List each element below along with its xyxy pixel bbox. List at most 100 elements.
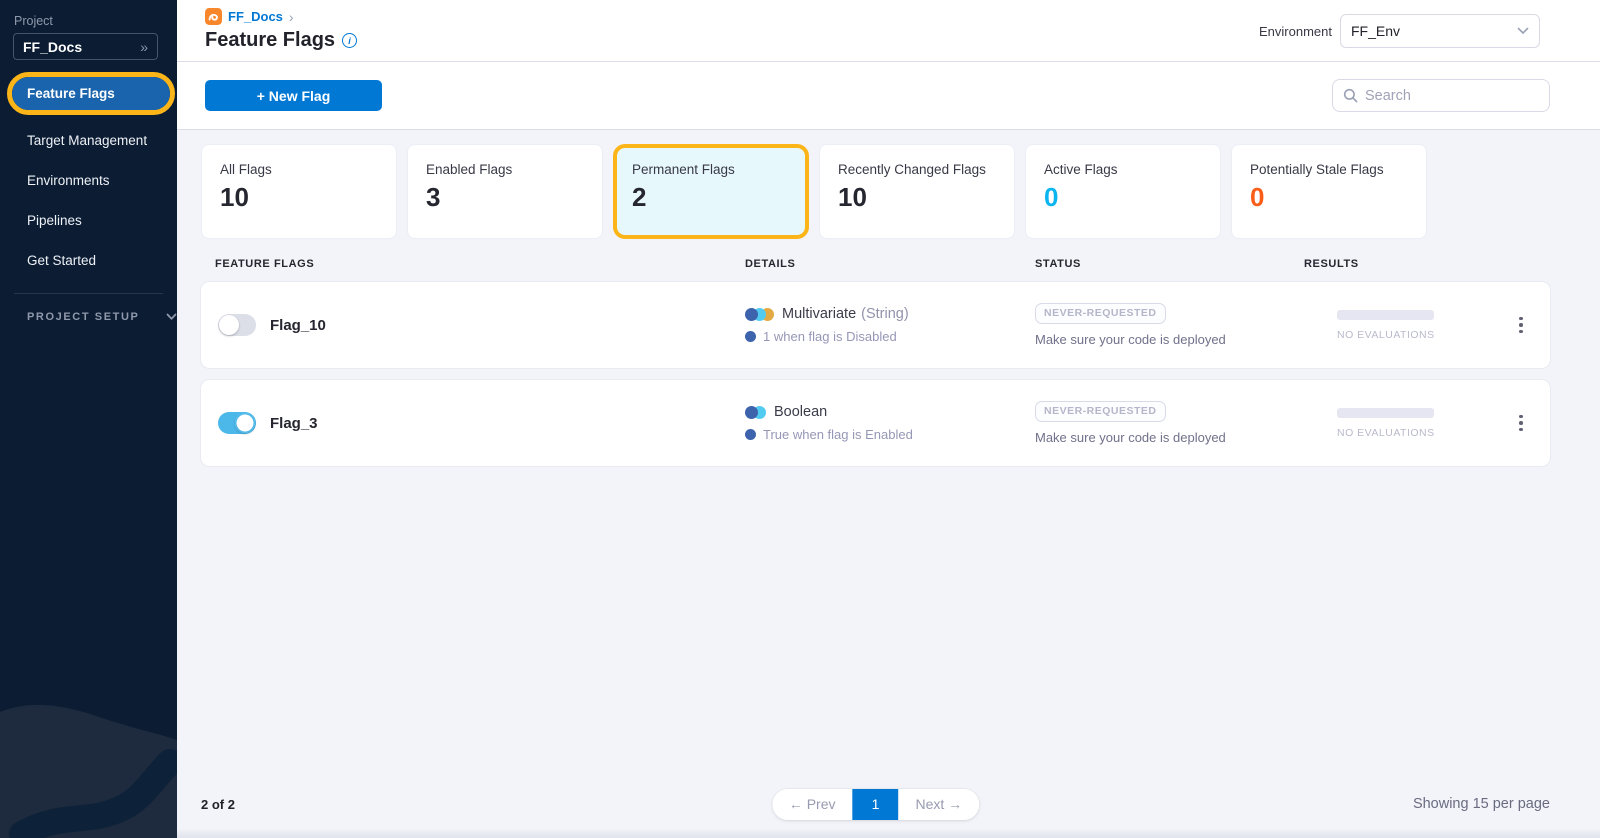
sidebar-item-pipelines[interactable]: Pipelines [0, 200, 177, 240]
title-row: Feature Flags i [205, 29, 1576, 52]
table-header: FEATURE FLAGS DETAILS STATUS RESULTS [201, 258, 1550, 270]
search-input[interactable] [1365, 87, 1539, 104]
stat-value: 0 [1044, 182, 1059, 212]
sidebar-item-label: Pipelines [27, 212, 82, 228]
stat-card-all-flags[interactable]: All Flags 10 [201, 144, 397, 239]
sidebar-item-label: Environments [27, 172, 110, 188]
feature-flags-logo-icon [205, 8, 222, 25]
breadcrumb: FF_Docs › [205, 8, 1576, 25]
double-chevron-right-icon: » [140, 38, 148, 55]
column-header-feature-flags: FEATURE FLAGS [215, 258, 315, 270]
status-badge: NEVER-REQUESTED [1035, 401, 1166, 422]
table-footer: 2 of 2 ← Prev 1 Next → Showing 15 per pa… [201, 788, 1550, 820]
stat-card-recently-changed-flags[interactable]: Recently Changed Flags 10 [819, 144, 1015, 239]
multivariate-icon [745, 307, 774, 321]
stat-card-enabled-flags[interactable]: Enabled Flags 3 [407, 144, 603, 239]
sidebar-item-target-management[interactable]: Target Management [0, 120, 177, 160]
row-menu-kebab-icon[interactable] [1512, 313, 1530, 337]
chevron-down-icon [1517, 27, 1529, 34]
variation-text: True when flag is Enabled [763, 427, 913, 442]
stat-value: 3 [426, 182, 441, 212]
table-row[interactable]: Flag_10 Multivariate (String) 1 when fla… [201, 282, 1550, 368]
stat-value: 10 [220, 182, 249, 212]
sidebar-item-label: Get Started [27, 252, 97, 268]
details-cell: Boolean True when flag is Enabled [745, 404, 1035, 442]
column-header-details: DETAILS [745, 258, 796, 270]
flag-name[interactable]: Flag_3 [270, 414, 318, 432]
stat-label: Enabled Flags [426, 162, 513, 177]
sidebar-item-environments[interactable]: Environments [0, 160, 177, 200]
project-label: Project [14, 14, 53, 28]
evaluations-bar [1337, 407, 1434, 418]
evaluations-text: NO EVALUATIONS [1337, 328, 1435, 341]
search-box[interactable] [1332, 79, 1550, 112]
chevron-right-icon: › [288, 8, 294, 25]
flag-toggle[interactable] [218, 412, 256, 434]
stat-label: Active Flags [1044, 162, 1118, 177]
flag-name[interactable]: Flag_10 [270, 316, 326, 334]
status-text: Make sure your code is deployed [1035, 332, 1226, 347]
results-cell: NO EVALUATIONS [1304, 407, 1490, 439]
project-selector[interactable]: FF_Docs » [13, 33, 158, 60]
flag-type-line: Multivariate (String) [745, 306, 1035, 322]
section-label: PROJECT SETUP [27, 311, 140, 323]
stat-card-potentially-stale-flags[interactable]: Potentially Stale Flags 0 [1231, 144, 1427, 239]
environment-block: Environment FF_Env [1259, 14, 1540, 48]
info-icon[interactable]: i [342, 33, 358, 48]
stat-label: Permanent Flags [632, 162, 735, 177]
flag-type-suffix: (String) [861, 306, 909, 322]
row-count: 2 of 2 [201, 796, 235, 812]
environment-label: Environment [1259, 23, 1332, 39]
sidebar-section-project-setup[interactable]: PROJECT SETUP [0, 311, 177, 323]
status-cell: NEVER-REQUESTED Make sure your code is d… [1035, 401, 1304, 445]
row-menu-kebab-icon[interactable] [1512, 411, 1530, 435]
evaluations-text: NO EVALUATIONS [1337, 426, 1435, 439]
pagination: ← Prev 1 Next → [771, 788, 980, 820]
flag-type: Multivariate [782, 306, 857, 322]
chevron-down-icon [166, 313, 176, 320]
stat-label: Recently Changed Flags [838, 162, 986, 177]
variation-text: 1 when flag is Disabled [763, 329, 897, 344]
sidebar-item-get-started[interactable]: Get Started [0, 240, 177, 280]
column-header-results: RESULTS [1304, 258, 1359, 270]
evaluations-bar [1337, 309, 1434, 320]
stat-card-permanent-flags[interactable]: Permanent Flags 2 [613, 144, 809, 239]
search-icon [1343, 88, 1358, 103]
stat-label: Potentially Stale Flags [1250, 162, 1384, 177]
page-number-button[interactable]: 1 [852, 788, 899, 820]
flag-cell: Flag_3 [201, 412, 745, 434]
new-flag-button[interactable]: + New Flag [205, 80, 382, 111]
sidebar-item-label: Target Management [27, 132, 148, 148]
next-page-button[interactable]: Next → [898, 788, 980, 820]
sidebar-divider [14, 293, 163, 294]
stat-value: 10 [838, 182, 867, 212]
prev-page-button[interactable]: ← Prev [771, 788, 853, 820]
sidebar-decoration [0, 704, 177, 838]
status-text: Make sure your code is deployed [1035, 430, 1226, 445]
environment-select[interactable]: FF_Env [1340, 14, 1540, 48]
variation-line: True when flag is Enabled [745, 427, 1035, 442]
sidebar-item-feature-flags[interactable]: Feature Flags [12, 77, 170, 110]
flag-type: Boolean [774, 404, 828, 420]
flag-type-line: Boolean [745, 404, 1035, 420]
breadcrumb-project-link[interactable]: FF_Docs [228, 9, 283, 24]
page-header: FF_Docs › Feature Flags i Environment FF… [177, 0, 1600, 62]
boolean-icon [745, 405, 766, 419]
details-cell: Multivariate (String) 1 when flag is Dis… [745, 306, 1035, 344]
stats-row: All Flags 10 Enabled Flags 3 Permanent F… [201, 144, 1550, 239]
stat-value: 0 [1250, 182, 1265, 212]
status-badge: NEVER-REQUESTED [1035, 303, 1166, 324]
table-row[interactable]: Flag_3 Boolean True when flag is Enabled… [201, 380, 1550, 466]
flag-cell: Flag_10 [201, 314, 745, 336]
sidebar-item-label: Feature Flags [27, 86, 115, 101]
flag-toggle[interactable] [218, 314, 256, 336]
stat-card-active-flags[interactable]: Active Flags 0 [1025, 144, 1221, 239]
variation-line: 1 when flag is Disabled [745, 329, 1035, 344]
per-page-label: Showing 15 per page [1412, 796, 1550, 812]
project-name: FF_Docs [23, 38, 83, 55]
stat-label: All Flags [220, 162, 272, 177]
feature-flags-highlight-ring: Feature Flags [7, 72, 175, 115]
sidebar-nav: Feature Flags Target Management Environm… [0, 72, 177, 323]
main-area: FF_Docs › Feature Flags i Environment FF… [177, 0, 1600, 838]
environment-value: FF_Env [1351, 23, 1401, 39]
